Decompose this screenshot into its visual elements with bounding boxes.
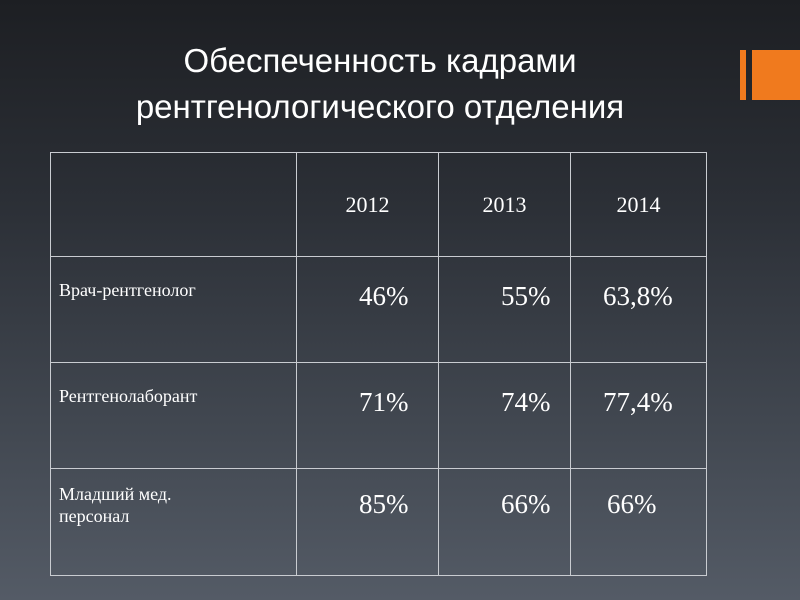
value-cell: 63,8% [570,256,707,363]
row-label: Рентгенолаборант [50,362,297,469]
table-row: Рентгенолаборант 71% 74% 77,4% [50,362,707,469]
slide-title-line-1: Обеспеченность кадрами [183,42,577,79]
value-cell: 85% [296,468,439,576]
slide-title-line-2: рентгенологического отделения [135,88,625,125]
value-cell: 71% [296,362,439,469]
row-label: Младший мед. персонал [50,468,297,576]
accent-bar-thin [740,50,746,100]
accent-bar-thick [752,50,800,100]
header-corner-cell [50,152,297,257]
row-label-line-2: персонал [59,506,130,526]
value-cell: 55% [438,256,571,363]
row-label: Врач-рентгенолог [50,256,297,363]
value-cell: 66% [570,468,707,576]
header-year-2012: 2012 [296,152,439,257]
staffing-table: 2012 2013 2014 Врач-рентгенолог 46% 55% … [50,152,707,576]
table-row: Младший мед. персонал 85% 66% 66% [50,468,707,576]
header-year-2014: 2014 [570,152,707,257]
row-label-line-1: Младший мед. [59,484,172,504]
value-cell: 66% [438,468,571,576]
table-row: Врач-рентгенолог 46% 55% 63,8% [50,256,707,363]
slide-title: Обеспеченность кадрами рентгенологическо… [60,38,700,130]
value-cell: 77,4% [570,362,707,469]
value-cell: 74% [438,362,571,469]
value-cell: 46% [296,256,439,363]
header-year-2013: 2013 [438,152,571,257]
table-header-row: 2012 2013 2014 [50,152,707,257]
